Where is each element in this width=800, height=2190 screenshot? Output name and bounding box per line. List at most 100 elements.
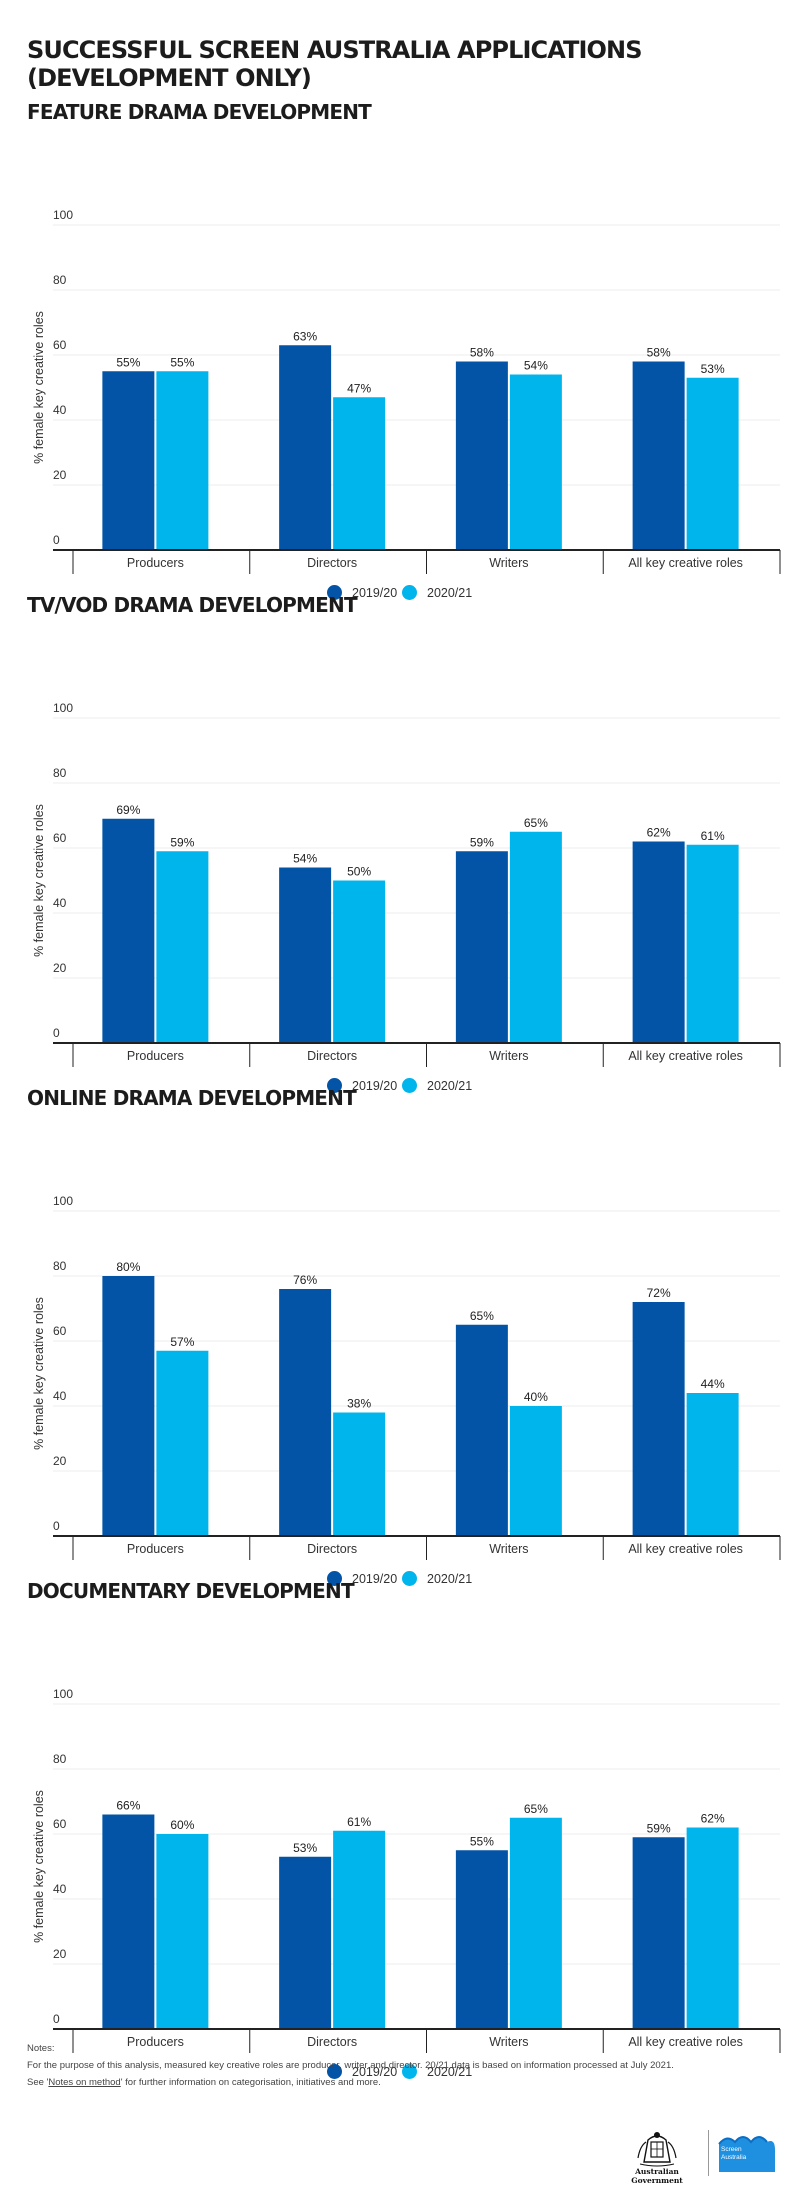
notes-line-2-post: ' for further information on categorisat… [120,2077,381,2088]
chart-section-1: FEATURE DRAMA DEVELOPMENT 0 20 40 60 80 100 % f… [0,100,800,600]
category-label: Writers [489,1049,528,1063]
chart-section-2: TV/VOD DRAMA DEVELOPMENT 0 20 40 60 80 100 % fe… [0,593,800,1093]
legend: 2019/20 2020/21 [0,2064,800,2084]
logo-divider [708,2130,709,2176]
bar [686,1827,739,2029]
bar-value-label: 40% [524,1390,548,1404]
bar [102,1814,155,2029]
bar-value-label: 38% [347,1397,371,1411]
y-tick-label: 60 [53,831,67,845]
bar [632,1302,685,1536]
y-axis-label: % female key creative roles [32,1297,46,1450]
gov-logo-text: Australian Government [631,2167,683,2185]
legend-item[interactable]: 2019/20 [327,1571,397,1586]
legend: 2019/20 2020/21 [0,1571,800,1591]
category-label: Directors [307,1049,357,1063]
bar-value-label: 55% [116,355,140,369]
category-label: Writers [489,1542,528,1556]
legend: 2019/20 2020/21 [0,585,800,605]
category-label: Producers [127,1049,184,1063]
bar-value-label: 59% [470,835,494,849]
y-tick-label: 0 [53,1026,60,1040]
notes-line-2: See 'Notes on method' for further inform… [27,2074,674,2091]
bar-value-label: 55% [170,355,194,369]
australian-government-logo[interactable]: Australian Government [612,2128,702,2185]
legend: 2019/20 2020/21 [0,1078,800,1098]
legend-item[interactable]: 2020/21 [402,1571,472,1586]
bar [632,1837,685,2029]
y-tick-label: 20 [53,961,67,975]
bar [279,867,332,1043]
bar [102,818,155,1043]
bar [455,1324,508,1536]
bar-value-label: 50% [347,865,371,879]
bar-value-label: 61% [701,829,725,843]
y-tick-label: 80 [53,1752,67,1766]
y-tick-label: 20 [53,1947,67,1961]
legend-item[interactable]: 2019/20 [327,1078,397,1093]
screen-australia-logo[interactable]: Screen Australia [717,2132,777,2174]
y-tick-label: 40 [53,1389,67,1403]
bar [632,841,685,1043]
chart-title: FEATURE DRAMA DEVELOPMENT [27,100,372,124]
bar-value-label: 44% [701,1377,725,1391]
bar-value-label: 60% [170,1818,194,1832]
bar-value-label: 62% [647,826,671,840]
coat-of-arms-icon [637,2132,677,2167]
notes-on-method-link[interactable]: Notes on method [48,2077,121,2088]
legend-swatch [402,1078,417,1093]
bar [509,374,562,550]
page-title: SUCCESSFUL SCREEN AUSTRALIA APPLICATIONS… [27,36,642,92]
y-tick-label: 80 [53,766,67,780]
screen-australia-logo-icon [718,2136,775,2172]
bar [686,844,739,1043]
bar [156,851,209,1043]
y-tick-label: 100 [53,208,73,222]
legend-item[interactable]: 2020/21 [402,1078,472,1093]
category-label: All key creative roles [628,2035,743,2049]
bar [686,377,739,550]
y-tick-label: 100 [53,701,73,715]
bar-chart: 0 20 40 60 80 100 % female key creative roles 6… [32,701,781,1067]
category-label: Directors [307,1542,357,1556]
category-label: Producers [127,1542,184,1556]
chart-title: DOCUMENTARY DEVELOPMENT [27,1579,355,1603]
category-label: Writers [489,2035,528,2049]
y-tick-label: 40 [53,896,67,910]
bar-value-label: 59% [170,835,194,849]
category-label: All key creative roles [628,1049,743,1063]
notes: Notes: For the purpose of this analysis,… [27,2040,674,2091]
chart-section-3: ONLINE DRAMA DEVELOPMENT 0 20 40 60 80 100 % fe… [0,1086,800,1586]
y-tick-label: 0 [53,1519,60,1533]
category-label: All key creative roles [628,1542,743,1556]
bar [156,1350,209,1536]
bar [333,1412,386,1536]
bar-value-label: 58% [647,346,671,360]
bar [156,371,209,550]
bar-value-label: 63% [293,329,317,343]
bar-value-label: 57% [170,1335,194,1349]
bar-value-label: 61% [347,1815,371,1829]
legend-swatch [402,585,417,600]
y-axis-label: % female key creative roles [32,311,46,464]
bar [279,1856,332,2029]
y-tick-label: 60 [53,338,67,352]
bar-value-label: 59% [647,1821,671,1835]
legend-label: 2020/21 [427,1571,473,1586]
notes-line-2-pre: See ' [27,2077,49,2088]
category-label: Writers [489,556,528,570]
legend-item[interactable]: 2020/21 [402,2064,472,2079]
legend-item[interactable]: 2020/21 [402,585,472,600]
bar [279,1289,332,1536]
legend-swatch [402,2064,417,2079]
bar [333,397,386,550]
legend-item[interactable]: 2019/20 [327,2064,397,2079]
bar [102,1276,155,1536]
bar-value-label: 58% [470,346,494,360]
bar [455,851,508,1043]
bar [333,1830,386,2029]
legend-label: 2019/20 [352,1078,398,1093]
bar-value-label: 66% [116,1799,140,1813]
bar-value-label: 65% [524,1802,548,1816]
legend-item[interactable]: 2019/20 [327,585,397,600]
